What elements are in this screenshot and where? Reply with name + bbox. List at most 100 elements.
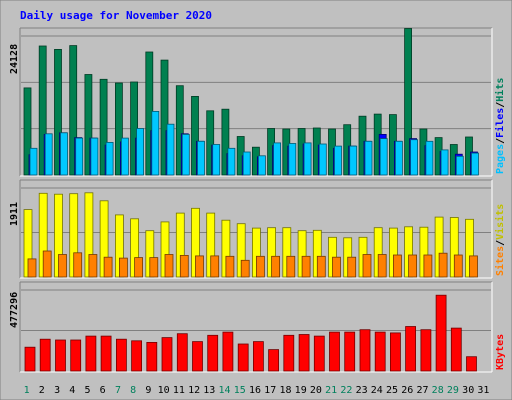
x-tick-label-day-17: 17 (264, 385, 276, 396)
bar-pages-day-12 (197, 140, 205, 176)
bar-pages-day-9 (151, 111, 160, 176)
bar-kbytes-day-24 (374, 331, 386, 372)
bar-kbytes-day-12 (192, 341, 203, 372)
bar-sites-day-27 (423, 254, 433, 278)
x-tick-label-day-3: 3 (54, 385, 60, 396)
bar-sites-day-20 (316, 255, 326, 278)
bar-sites-day-16 (255, 255, 265, 278)
bar-kbytes-day-11 (176, 333, 188, 372)
x-tick-label-day-19: 19 (295, 385, 307, 396)
legend-sites: Sites (494, 246, 506, 276)
bar-sites-day-19 (301, 255, 311, 278)
x-tick-label-day-10: 10 (158, 385, 170, 396)
bar-kbytes-day-7 (116, 338, 127, 372)
bar-kbytes-day-22 (344, 331, 356, 372)
bar-pages-day-18 (288, 143, 297, 176)
bar-sites-day-29 (453, 254, 463, 278)
bar-kbytes-day-17 (268, 349, 280, 372)
x-tick-label-day-15: 15 (234, 385, 246, 396)
bar-kbytes-day-21 (329, 331, 340, 372)
bar-kbytes-day-3 (55, 339, 66, 372)
x-tick-label-day-16: 16 (249, 385, 261, 396)
bar-sites-day-1 (27, 258, 37, 278)
bar-sites-day-17 (271, 255, 281, 278)
legend-files: Files (494, 108, 506, 138)
bar-pages-day-17 (273, 142, 282, 176)
bar-hits-day-10 (160, 59, 169, 176)
bar-sites-day-10 (164, 254, 174, 278)
x-tick-label-day-5: 5 (84, 385, 90, 396)
bar-kbytes-day-23 (359, 329, 371, 372)
bar-sites-day-24 (377, 254, 387, 278)
bar-pages-day-8 (136, 128, 145, 176)
bar-sites-day-23 (362, 254, 372, 278)
bar-pages-day-4 (75, 137, 84, 176)
bar-pages-day-23 (364, 140, 373, 176)
bar-kbytes-day-6 (100, 335, 112, 372)
x-tick-label-day-20: 20 (310, 385, 322, 396)
legend-separator: / (495, 240, 506, 246)
x-tick-label-day-4: 4 (69, 385, 75, 396)
bar-pages-day-5 (90, 137, 99, 176)
bar-kbytes-day-16 (252, 341, 264, 372)
bar-hits-day-5 (84, 74, 93, 176)
bar-pages-day-30 (471, 152, 479, 176)
legend-separator: / (495, 102, 506, 108)
x-tick-label-day-7: 7 (115, 385, 121, 396)
bar-pages-day-27 (425, 140, 434, 176)
bar-pages-day-21 (334, 145, 342, 176)
bar-kbytes-day-19 (298, 334, 310, 372)
bar-kbytes-day-2 (39, 338, 51, 372)
legend-hits: Hits (494, 78, 506, 102)
bar-sites-day-2 (42, 250, 52, 278)
panel-legend: Pages/Files/Hits (494, 78, 506, 174)
bar-pages-day-6 (105, 141, 114, 176)
bar-pages-day-13 (212, 144, 221, 176)
bar-sites-day-12 (195, 255, 204, 278)
legend-visits: Visits (494, 204, 506, 240)
panel-legend: KBytes (495, 334, 506, 370)
bar-sites-day-15 (240, 259, 250, 278)
x-tick-label-day-1: 1 (24, 385, 30, 396)
bar-kbytes-day-1 (24, 346, 36, 372)
bar-kbytes-day-14 (222, 331, 234, 372)
bar-sites-day-28 (438, 252, 448, 278)
x-tick-label-day-27: 27 (416, 385, 428, 396)
x-tick-label-day-8: 8 (130, 385, 136, 396)
bar-sites-day-30 (469, 255, 478, 278)
bar-kbytes-day-10 (161, 337, 173, 372)
x-tick-label-day-30: 30 (462, 385, 474, 396)
bar-kbytes-day-30 (466, 356, 477, 372)
bar-sites-day-14 (225, 255, 235, 278)
bar-kbytes-day-4 (70, 339, 82, 372)
bar-hits-day-13 (206, 110, 215, 176)
bar-hits-day-11 (175, 85, 184, 176)
bar-kbytes-day-9 (146, 341, 158, 372)
chart-panels: 24128Pages/Files/Hits1911Sites/Visits477… (9, 27, 506, 373)
bar-pages-day-11 (181, 133, 190, 176)
bar-sites-day-13 (210, 255, 220, 278)
bar-sites-day-22 (347, 256, 357, 278)
bar-sites-day-6 (103, 256, 113, 278)
bar-sites-day-4 (73, 252, 83, 278)
x-tick-label-day-22: 22 (340, 385, 352, 396)
x-tick-label-day-21: 21 (325, 385, 337, 396)
bar-pages-day-1 (29, 147, 38, 176)
bar-kbytes-day-26 (405, 326, 417, 372)
panel-max-label: 1911 (9, 202, 20, 226)
bar-hits-day-14 (221, 108, 230, 176)
bar-sites-day-5 (88, 254, 98, 278)
bar-pages-day-14 (227, 147, 236, 176)
bar-hits-day-1 (23, 87, 32, 176)
bar-hits-day-3 (54, 49, 62, 176)
bar-kbytes-day-13 (207, 334, 219, 372)
x-tick-label-day-28: 28 (432, 385, 444, 396)
bar-pages-day-19 (303, 142, 312, 176)
bar-hits-day-4 (69, 45, 78, 176)
bar-kbytes-day-8 (131, 340, 143, 372)
x-tick-label-day-26: 26 (401, 385, 413, 396)
bar-kbytes-day-15 (237, 343, 249, 372)
bar-sites-day-25 (392, 254, 402, 278)
panel-max-label: 24128 (9, 44, 20, 74)
panel-visits-sites: 1911 Sites/Visits (9, 179, 506, 279)
